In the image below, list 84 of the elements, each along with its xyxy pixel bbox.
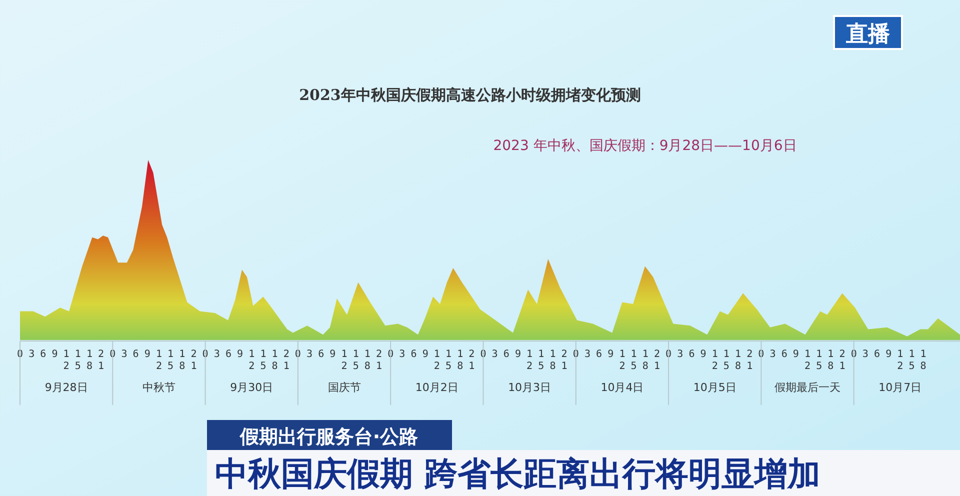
x-tick-label: 15 — [908, 349, 915, 372]
x-tick-label: 3 — [214, 349, 220, 360]
x-tick-label: 18 — [920, 349, 926, 372]
text: 国庆节 — [328, 381, 361, 394]
x-tick-label: 21 — [839, 349, 846, 372]
x-tick-label: 3 — [121, 349, 128, 360]
x-tick-label: 3 — [306, 349, 313, 360]
x-tick-label: 12 — [248, 349, 255, 372]
x-tick-label: 18 — [550, 349, 556, 372]
text: 10月7日 — [878, 381, 922, 394]
x-tick-label: 9 — [237, 349, 244, 360]
x-tick-label: 6 — [410, 349, 417, 360]
x-tick-label: 3 — [584, 349, 590, 360]
x-tick-label: 18 — [828, 349, 834, 372]
x-tick-label: 15 — [260, 349, 266, 372]
x-tick-label: 12 — [897, 349, 904, 372]
x-tick-label: 18 — [86, 349, 92, 372]
x-tick-label: 9 — [700, 349, 706, 360]
text: 中秋节 — [142, 381, 176, 394]
chart-title: 2023年中秋国庆假期高速公路小时级拥堵变化预测 — [299, 86, 641, 104]
x-tick-label: 15 — [168, 349, 174, 372]
x-tick-label: 21 — [468, 349, 475, 372]
x-tick-label: 3 — [862, 349, 868, 360]
x-tick-label: 3 — [677, 349, 684, 360]
chart-subtitle: 2023 年中秋、国庆假期：9月28日——10月6日 — [493, 138, 797, 154]
x-tick-label: 15 — [352, 349, 359, 372]
x-tick-label: 12 — [434, 349, 440, 372]
text: 中秋国庆假期 跨省长距离出行将明显增加 — [215, 454, 820, 493]
text: 假期最后一天 — [774, 381, 841, 394]
x-tick-label: 3 — [28, 349, 35, 360]
x-tick-label: 18 — [364, 349, 370, 372]
x-tick-label: 9 — [514, 349, 522, 360]
x-tick-label: 9 — [792, 349, 799, 360]
text: 10月3日 — [508, 381, 552, 394]
x-tick-label: 18 — [735, 349, 742, 372]
x-tick-label: 21 — [98, 349, 104, 372]
x-tick-label: 6 — [781, 349, 788, 360]
x-tick-label: 9 — [608, 349, 614, 360]
text: 9月30日 — [230, 381, 274, 394]
x-tick-label: 21 — [190, 349, 197, 372]
x-tick-label: 15 — [538, 349, 544, 372]
x-tick-label: 6 — [503, 349, 510, 360]
x-tick-label: 15 — [630, 349, 637, 372]
x-tick-label: 3 — [492, 349, 498, 360]
x-tick-label: 12 — [619, 349, 626, 372]
x-tick-label: 21 — [746, 349, 753, 372]
x-tick-label: 9 — [422, 349, 428, 360]
x-tick-label: 12 — [341, 349, 348, 372]
x-tick-label: 21 — [283, 349, 290, 372]
x-tick-label: 15 — [723, 349, 730, 372]
x-tick-label: 21 — [376, 349, 382, 372]
x-tick-label: 18 — [642, 349, 648, 372]
x-tick-label: 12 — [526, 349, 533, 372]
x-tick-label: 18 — [457, 349, 464, 372]
x-tick-label: 9 — [330, 349, 336, 360]
x-tick-label: 15 — [74, 349, 81, 372]
x-tick-label: 9 — [52, 349, 58, 360]
text: 10月2日 — [415, 381, 458, 394]
x-tick-label: 9 — [886, 349, 892, 360]
x-tick-label: 3 — [399, 349, 406, 360]
x-tick-label: 6 — [318, 349, 324, 360]
text: 10月5日 — [693, 381, 736, 394]
text: 假期出行服务台·公路 — [238, 426, 418, 448]
x-tick-label: 3 — [770, 349, 776, 360]
text: 直播 — [845, 22, 890, 47]
x-tick-label: 15 — [445, 349, 452, 372]
text: 10月4日 — [600, 381, 644, 394]
x-tick-label: 6 — [132, 349, 139, 360]
x-tick-label: 12 — [156, 349, 162, 372]
x-tick-label: 18 — [179, 349, 186, 372]
x-tick-label: 6 — [40, 349, 46, 360]
x-tick-label: 21 — [561, 349, 568, 372]
x-tick-label: 6 — [225, 349, 232, 360]
x-tick-label: 6 — [596, 349, 602, 360]
x-tick-label: 9 — [144, 349, 150, 360]
x-tick-label: 6 — [688, 349, 695, 360]
x-tick-label: 12 — [63, 349, 70, 372]
x-tick-label: 6 — [874, 349, 880, 360]
x-tick-label: 12 — [804, 349, 811, 372]
x-tick-label: 18 — [272, 349, 278, 372]
text: 9月28日 — [44, 381, 88, 394]
x-tick-label: 15 — [816, 349, 822, 372]
x-tick-label: 12 — [712, 349, 718, 372]
x-tick-label: 21 — [654, 349, 660, 372]
